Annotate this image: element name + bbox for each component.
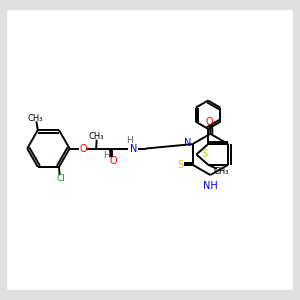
Text: O: O <box>109 156 117 166</box>
Text: O: O <box>79 143 87 154</box>
Text: CH₃: CH₃ <box>27 115 43 124</box>
Text: CH₃: CH₃ <box>214 167 229 176</box>
Text: N: N <box>130 143 138 154</box>
Text: Cl: Cl <box>56 174 65 183</box>
Text: S: S <box>202 149 208 159</box>
Text: NH: NH <box>203 181 218 191</box>
Text: H: H <box>126 136 133 145</box>
Text: O: O <box>206 117 214 127</box>
Text: H: H <box>103 151 110 160</box>
Text: CH₃: CH₃ <box>89 132 104 141</box>
Text: N: N <box>184 138 191 148</box>
FancyBboxPatch shape <box>7 10 293 290</box>
Text: S: S <box>177 160 183 170</box>
